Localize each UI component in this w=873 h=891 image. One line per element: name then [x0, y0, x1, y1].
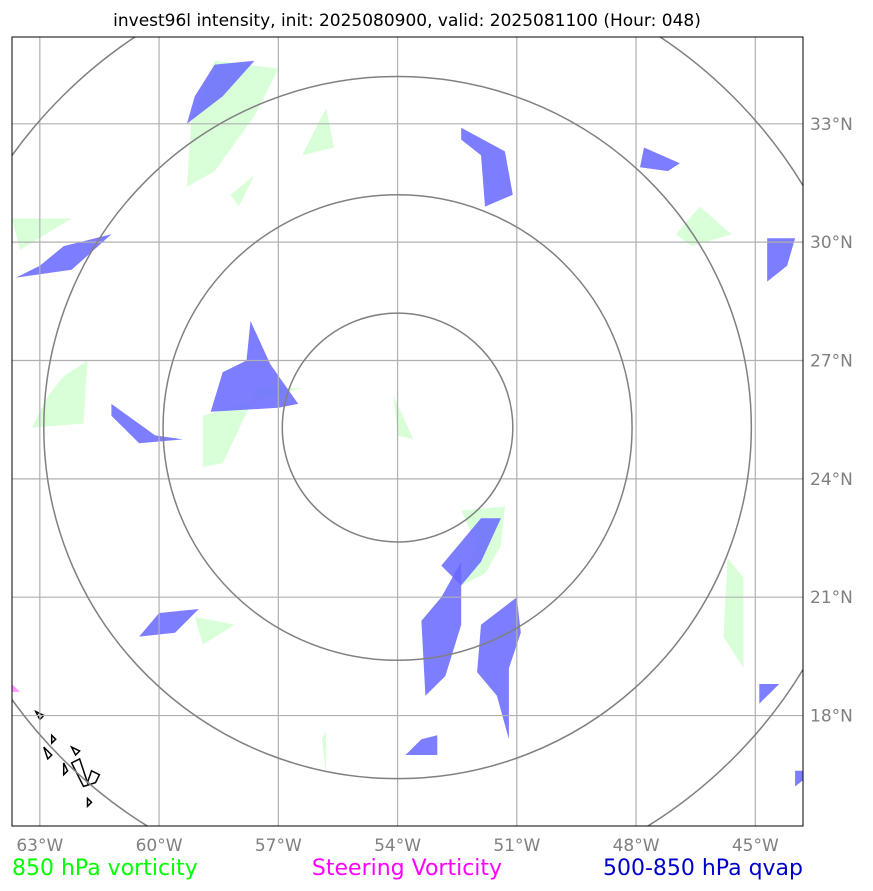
legend-vorticity-850: 850 hPa vorticity — [12, 856, 198, 881]
qvap-region-4 — [461, 127, 513, 207]
x-tick-label: 51°W — [493, 836, 540, 856]
range-ring-1 — [162, 194, 633, 662]
qvap-region-0 — [186, 60, 255, 124]
vorticity-850-region-9 — [723, 557, 744, 669]
qvap-region-6 — [767, 238, 796, 282]
plot-frame — [11, 36, 804, 827]
range-ring-2 — [43, 75, 753, 780]
legend-qvap: 500-850 hPa qvap — [603, 856, 803, 881]
coastline-island-1 — [50, 733, 57, 746]
steering-vorticity-layer — [12, 684, 20, 692]
qvap-region-5 — [640, 147, 680, 172]
coastline-island-4 — [86, 796, 93, 809]
qvap-region-2 — [210, 321, 299, 412]
vorticity-850-region-10 — [194, 616, 235, 645]
qvap-region-11 — [405, 735, 438, 755]
qvap-region-13 — [795, 770, 803, 787]
vorticity-850-region-5 — [202, 388, 303, 467]
vorticity-850-region-3 — [12, 218, 72, 250]
x-tick-label: 48°W — [613, 836, 660, 856]
steering-vorticity-region-0 — [12, 684, 20, 692]
qvap-region-9 — [477, 597, 521, 740]
coastline-island-3 — [43, 746, 53, 761]
vorticity-850-region-1 — [302, 108, 334, 156]
coastline-layer — [34, 709, 101, 809]
x-tick-label: 54°W — [374, 836, 421, 856]
y-tick-label: 30°N — [810, 233, 853, 253]
legend-steering-vorticity: Steering Vorticity — [312, 856, 502, 881]
vorticity-850-region-6 — [393, 396, 414, 440]
range-ring-0 — [281, 312, 514, 543]
chart-title: invest96l intensity, init: 2025080900, v… — [113, 11, 701, 31]
qvap-region-7 — [441, 518, 501, 586]
y-tick-label: 27°N — [810, 351, 853, 371]
qvap-region-8 — [421, 561, 462, 696]
coastline-island-0 — [70, 757, 101, 788]
qvap-region-12 — [759, 684, 780, 704]
vorticity-850-region-2 — [230, 175, 255, 207]
y-tick-label: 18°N — [810, 707, 853, 727]
gridlines — [12, 37, 803, 826]
y-tick-label: 21°N — [810, 588, 853, 608]
x-tick-label: 57°W — [255, 836, 302, 856]
vorticity-850-region-8 — [675, 206, 732, 247]
x-tick-label: 63°W — [16, 836, 63, 856]
y-tick-label: 24°N — [810, 470, 853, 490]
vorticity-850-region-11 — [322, 731, 326, 775]
qvap-layer — [16, 60, 803, 787]
coastline-island-6 — [62, 762, 69, 777]
qvap-region-3 — [111, 403, 183, 444]
x-tick-label: 60°W — [136, 836, 183, 856]
tick-labels: 63°W 60°W 57°W 54°W 51°W 48°W 45°W 18°N 21°N 24°N… — [16, 115, 853, 856]
y-tick-label: 33°N — [810, 115, 853, 135]
x-tick-label: 45°W — [732, 836, 779, 856]
vorticity-850-region-4 — [31, 360, 88, 428]
coastline-island-2 — [69, 745, 81, 757]
qvap-region-10 — [139, 609, 199, 637]
